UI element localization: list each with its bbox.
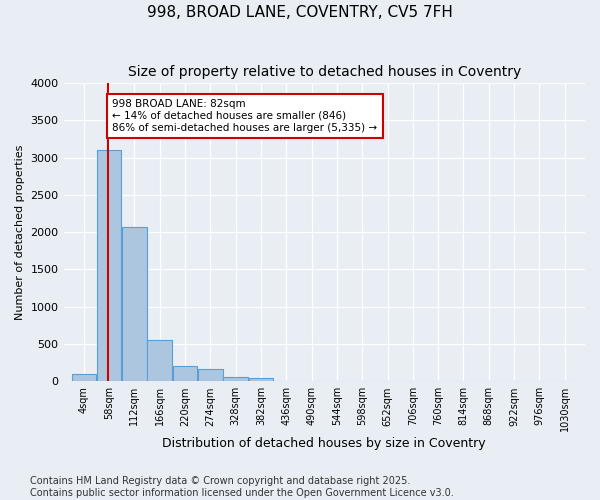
X-axis label: Distribution of detached houses by size in Coventry: Distribution of detached houses by size … — [163, 437, 486, 450]
Bar — [97, 150, 121, 382]
Bar — [249, 378, 273, 382]
Bar — [148, 340, 172, 382]
Bar — [71, 374, 96, 382]
Text: Contains HM Land Registry data © Crown copyright and database right 2025.
Contai: Contains HM Land Registry data © Crown c… — [30, 476, 454, 498]
Bar — [173, 366, 197, 382]
Title: Size of property relative to detached houses in Coventry: Size of property relative to detached ho… — [128, 65, 521, 79]
Text: 998, BROAD LANE, COVENTRY, CV5 7FH: 998, BROAD LANE, COVENTRY, CV5 7FH — [147, 5, 453, 20]
Bar — [198, 370, 223, 382]
Bar — [274, 380, 299, 382]
Text: 998 BROAD LANE: 82sqm
← 14% of detached houses are smaller (846)
86% of semi-det: 998 BROAD LANE: 82sqm ← 14% of detached … — [112, 100, 377, 132]
Bar — [223, 377, 248, 382]
Y-axis label: Number of detached properties: Number of detached properties — [15, 144, 25, 320]
Bar — [122, 226, 146, 382]
